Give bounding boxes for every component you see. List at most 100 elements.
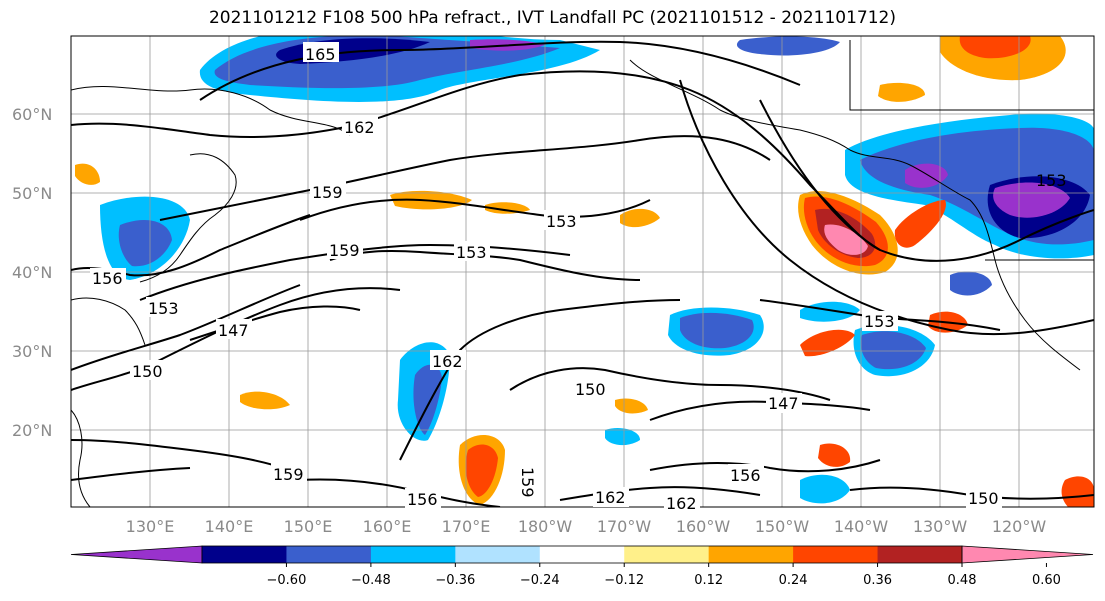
- contour-156-se: [649, 459, 881, 473]
- contour-label: 156: [92, 269, 123, 288]
- contour-159-north: [159, 135, 771, 221]
- map-panel: [71, 36, 1094, 507]
- lon-label: 120°W: [992, 517, 1047, 536]
- contour-subtropical: [71, 467, 191, 481]
- contour-east-loop: [679, 79, 1094, 336]
- colorbar: −0.60 −0.48 −0.36 −0.24 −0.12 0.12 0.24 0.36 0.4…: [70, 545, 1094, 588]
- contour-label: 153: [1036, 171, 1067, 190]
- colorbar-segment: [455, 546, 541, 563]
- lat-label: 20°N: [12, 421, 52, 440]
- lat-label: 30°N: [12, 342, 52, 361]
- neg-anomaly-east-core: [860, 331, 926, 370]
- colorbar-segment: [877, 546, 963, 563]
- neg-anomaly-ak-purple: [905, 163, 948, 188]
- colorbar-tick-label: −0.36: [435, 573, 475, 588]
- graticule: [71, 36, 1094, 507]
- lon-label: 170°E: [442, 517, 491, 536]
- contour-label: 150: [132, 362, 163, 381]
- neg-anomaly-s-central: [605, 428, 640, 446]
- colorbar-segment: [370, 546, 456, 563]
- lon-label: 180°W: [518, 517, 573, 536]
- lon-label: 160°E: [363, 517, 412, 536]
- contour-label: 156: [407, 490, 438, 509]
- pos-anomaly-center-pink: [824, 224, 868, 255]
- neg-anomaly-japan-core: [118, 220, 172, 267]
- pos-anomaly-nwp: [75, 163, 100, 185]
- coastlines: [71, 40, 1094, 507]
- colorbar-extend-low: [70, 545, 203, 564]
- pos-anomaly-ak: [878, 82, 925, 102]
- pos-anomaly-center-streak: [894, 200, 946, 248]
- colorbar-segment: [708, 546, 794, 563]
- colorbar-tick-label: 0.12: [694, 573, 723, 588]
- contour-label: 147: [218, 321, 249, 340]
- contour-label: 162: [666, 494, 697, 513]
- colorbar-extend-high: [961, 545, 1094, 564]
- contour-159-south: [71, 439, 291, 471]
- contour-label: 159: [273, 465, 304, 484]
- colorbar-segment: [624, 546, 710, 563]
- contour-label: 150: [575, 380, 606, 399]
- colorbar-segment: [202, 546, 287, 563]
- contour-label: 150: [968, 489, 999, 508]
- pos-anomaly-se: [818, 443, 851, 467]
- longitude-labels: 130°E 140°E 150°E 160°E 170°E 180°W 170°…: [126, 517, 1047, 536]
- latitude-labels: 60°N 50°N 40°N 30°N 20°N: [12, 105, 52, 440]
- map-title: 2021101212 F108 500 hPa refract., IVT La…: [208, 8, 896, 28]
- lon-label: 140°E: [205, 517, 254, 536]
- contour-label: 153: [546, 212, 577, 231]
- contour-label: 159: [518, 467, 537, 498]
- neg-anomaly-se: [800, 474, 850, 504]
- lon-label: 150°E: [284, 517, 333, 536]
- pos-anomaly-west-4: [240, 391, 290, 410]
- neg-anomaly-westcoast-purple: [993, 182, 1070, 218]
- contour-150-central: [509, 367, 831, 401]
- pos-anomaly-s-central: [615, 398, 648, 414]
- contour-162-north: [71, 70, 881, 251]
- pos-anomaly-west-2: [485, 202, 530, 214]
- colorbar-segment: [286, 546, 372, 563]
- contour-150-west-b: [71, 284, 301, 371]
- colorbar-tick-label: 0.48: [948, 573, 977, 588]
- colorbar-tick-label: −0.24: [520, 573, 560, 588]
- lon-label: 140°W: [834, 517, 889, 536]
- refractivity-contours: [71, 40, 1094, 507]
- lon-label: 150°W: [755, 517, 810, 536]
- lon-label: 130°E: [126, 517, 175, 536]
- colorbar-frame: [201, 545, 963, 564]
- contour-label: 165: [305, 45, 336, 64]
- pos-anomaly-east-small: [800, 329, 855, 357]
- colorbar-tick-label: 0.36: [863, 573, 892, 588]
- contour-165: [199, 40, 801, 101]
- colorbar-tick-label: 0.60: [1032, 573, 1061, 588]
- contour-label: 153: [456, 243, 487, 262]
- lon-label: 170°W: [597, 517, 652, 536]
- colorbar-tick-label: −0.12: [604, 573, 644, 588]
- colorbar-tick-label: −0.60: [267, 573, 307, 588]
- neg-anomaly-ne-small: [950, 271, 992, 296]
- contour-label: 159: [312, 183, 343, 202]
- neg-anomaly-ne-mid: [800, 301, 860, 322]
- contour-label: 162: [595, 488, 626, 507]
- colorbar-segment: [539, 546, 625, 563]
- lat-label: 40°N: [12, 263, 52, 282]
- pos-anomaly-ne-core: [959, 36, 1031, 59]
- colorbar-tick-label: −0.48: [351, 573, 391, 588]
- contour-label: 153: [148, 299, 179, 318]
- pos-anomaly-se-corner: [1061, 476, 1094, 507]
- contour-label-group: 165 162 159 159 153 153 156 153 147 150 …: [90, 42, 1067, 513]
- ivt-shading: [75, 36, 1094, 507]
- neg-anomaly-ne-top: [736, 36, 840, 56]
- contour-153-a: [299, 198, 651, 221]
- contour-label: 153: [864, 312, 895, 331]
- lat-label: 50°N: [12, 184, 52, 203]
- pos-anomaly-south-core: [465, 444, 498, 497]
- contour-label: 156: [730, 466, 761, 485]
- lat-label: 60°N: [12, 105, 52, 124]
- contour-label: 162: [344, 118, 375, 137]
- colorbar-segment: [793, 546, 879, 563]
- neg-anomaly-mid-core: [680, 312, 754, 349]
- contour-label: 162: [432, 352, 463, 371]
- lon-label: 130°W: [913, 517, 968, 536]
